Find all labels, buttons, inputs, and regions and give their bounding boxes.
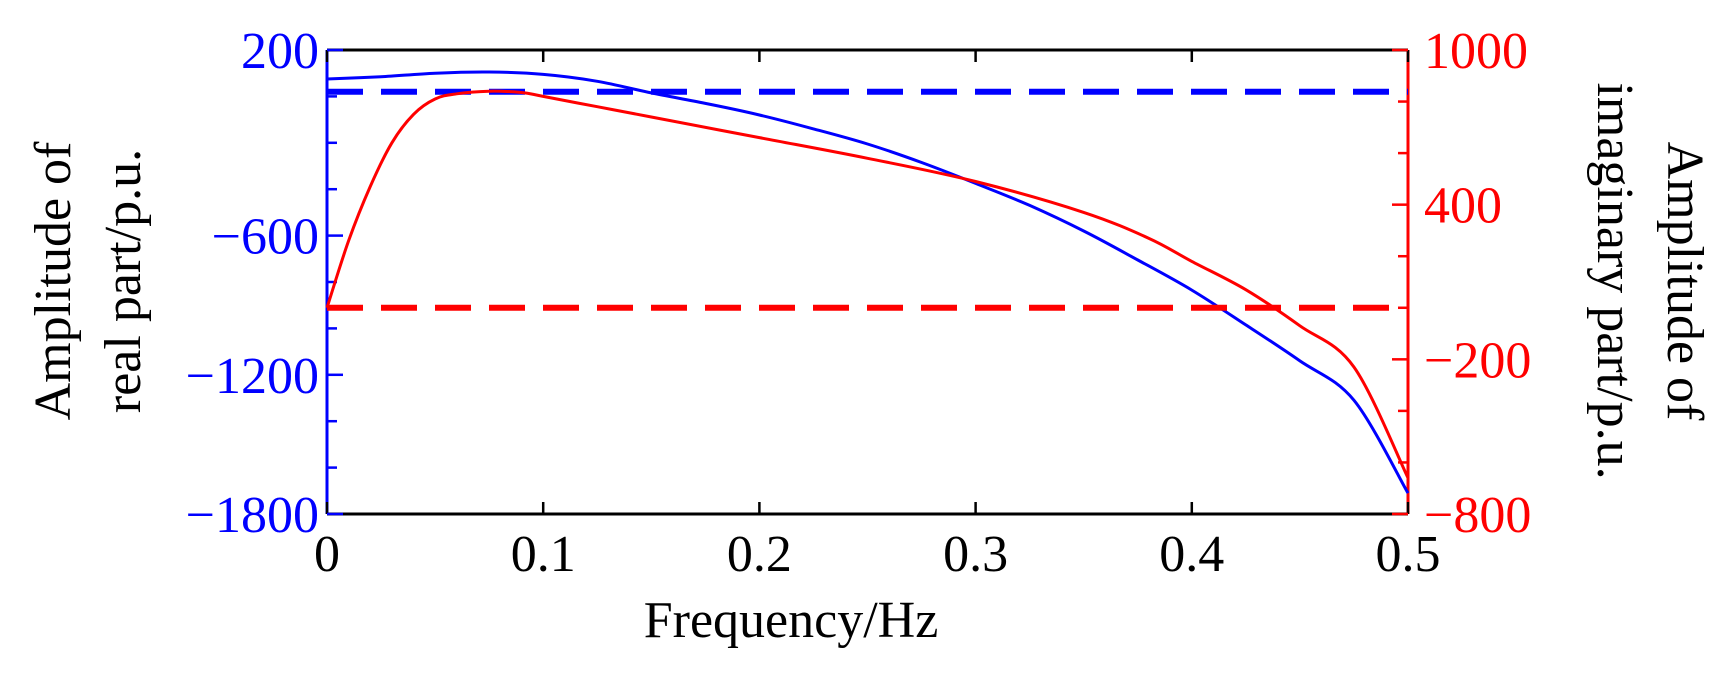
right-y-axis-title-line-1: Amplitude of xyxy=(1656,142,1710,421)
right-y-tick-label: 1000 xyxy=(1424,23,1528,80)
right-y-tick-label: −200 xyxy=(1424,332,1531,389)
x-tick-label: 0.4 xyxy=(1159,526,1224,583)
left-y-tick-label: −1800 xyxy=(186,487,319,544)
x-tick-label: 0.1 xyxy=(511,526,576,583)
left-y-axis-title-line-2: real part/p.u. xyxy=(95,149,152,413)
plot-area: 0 0.1 0.2 0.3 0.4 0.5 200 −600 −1200 −1800 1000 400… xyxy=(186,23,1532,583)
x-tick-label: 0.5 xyxy=(1376,526,1441,583)
left-y-axis-title: Amplitude of real part/p.u. xyxy=(25,141,152,420)
left-y-tick-label: −600 xyxy=(212,209,319,266)
right-y-tick-label: 400 xyxy=(1424,178,1502,235)
right-y-axis-title-line-2: imaginary part/p.u. xyxy=(1586,82,1643,479)
left-y-tick-label: −1200 xyxy=(186,348,319,405)
x-tick-label: 0.2 xyxy=(727,526,792,583)
real-part-line xyxy=(326,70,1410,494)
right-y-tick-label: −800 xyxy=(1424,487,1531,544)
x-tick-label: 0 xyxy=(314,526,340,583)
imaginary-part-line xyxy=(325,89,1410,479)
x-tick-label: 0.3 xyxy=(943,526,1008,583)
left-y-axis-title-line-1: Amplitude of xyxy=(25,141,82,420)
left-y-tick-label: 200 xyxy=(241,23,319,80)
right-y-axis-title: Amplitude of imaginary part/p.u. xyxy=(1586,82,1710,479)
x-axis-title: Frequency/Hz xyxy=(644,592,939,649)
